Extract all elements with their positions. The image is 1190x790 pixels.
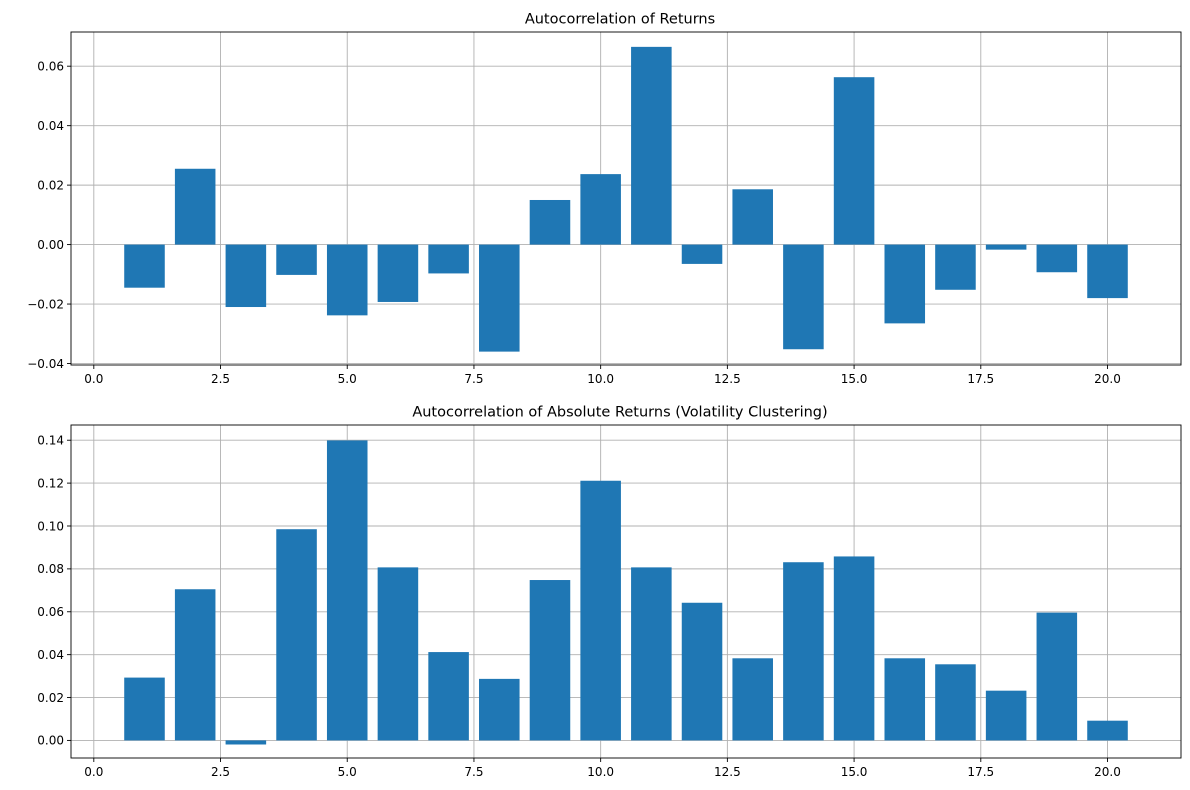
bar-lag-12 xyxy=(681,602,723,741)
bar-lag-14 xyxy=(783,244,824,350)
y-tick-label: −0.02 xyxy=(27,297,64,311)
bar-lag-9 xyxy=(529,580,571,741)
x-tick-label: 2.5 xyxy=(211,765,230,779)
bar-lag-8 xyxy=(479,678,520,741)
bar-lag-16 xyxy=(884,244,926,324)
y-tick-label: 0.10 xyxy=(37,519,64,533)
bar-lag-6 xyxy=(377,567,419,741)
bar-lag-19 xyxy=(1036,612,1078,741)
bar-lag-5 xyxy=(326,244,368,316)
bar-lag-14 xyxy=(783,562,824,741)
y-tick-label: 0.06 xyxy=(37,59,64,73)
bar-lag-11 xyxy=(631,567,672,741)
y-tick-label: 0.02 xyxy=(37,691,64,705)
x-tick-label: 12.5 xyxy=(714,372,741,386)
x-tick-label: 15.0 xyxy=(841,372,868,386)
bar-lag-8 xyxy=(479,244,520,352)
x-tick-label: 0.0 xyxy=(84,372,103,386)
x-tick-label: 0.0 xyxy=(84,765,103,779)
bar-lag-6 xyxy=(377,244,419,302)
bars xyxy=(124,46,1128,352)
y-tick-label: 0.00 xyxy=(37,734,64,748)
bar-lag-15 xyxy=(833,556,875,741)
bar-lag-7 xyxy=(428,244,469,274)
bar-lag-3 xyxy=(225,740,267,745)
bar-lag-7 xyxy=(428,652,469,741)
x-axis-ticks: 0.0 2.5 5.0 7.5 10.0 12.5 15.0 17.5 20.0 xyxy=(84,365,1121,386)
bar-lag-10 xyxy=(580,174,621,245)
bar-lag-20 xyxy=(1087,720,1128,741)
x-tick-label: 12.5 xyxy=(714,765,741,779)
bar-lag-17 xyxy=(935,664,976,741)
bar-lag-1 xyxy=(124,677,165,741)
bar-lag-20 xyxy=(1087,244,1128,299)
chart-title: Autocorrelation of Absolute Returns (Vol… xyxy=(412,405,827,421)
bars xyxy=(124,440,1128,745)
bar-lag-9 xyxy=(529,199,571,245)
x-tick-label: 17.5 xyxy=(967,372,994,386)
x-tick-label: 10.0 xyxy=(587,765,614,779)
bar-lag-13 xyxy=(732,658,773,741)
bar-lag-12 xyxy=(681,244,723,264)
y-tick-label: 0.02 xyxy=(37,178,64,192)
x-tick-label: 2.5 xyxy=(211,372,230,386)
x-tick-label: 7.5 xyxy=(464,372,483,386)
y-tick-label: −0.04 xyxy=(27,357,64,371)
y-tick-label: 0.04 xyxy=(37,648,64,662)
bar-lag-2 xyxy=(174,589,216,741)
y-axis-ticks: −0.04 −0.02 0.00 0.02 0.04 0.06 xyxy=(27,59,71,371)
x-tick-label: 15.0 xyxy=(841,765,868,779)
bar-lag-3 xyxy=(225,244,267,308)
axes-frame xyxy=(70,31,1182,366)
y-axis-ticks: 0.00 0.02 0.04 0.06 0.08 0.10 0.12 0.14 xyxy=(37,434,71,748)
chart-title: Autocorrelation of Returns xyxy=(525,12,715,28)
y-tick-label: 0.08 xyxy=(37,562,64,576)
bar-lag-10 xyxy=(580,480,621,741)
y-tick-label: 0.04 xyxy=(37,119,64,133)
x-tick-label: 7.5 xyxy=(464,765,483,779)
absolute-returns-autocorrelation-chart: Autocorrelation of Absolute Returns (Vol… xyxy=(37,405,1182,779)
x-axis-ticks: 0.0 2.5 5.0 7.5 10.0 12.5 15.0 17.5 20.0 xyxy=(84,758,1121,779)
bar-lag-2 xyxy=(174,168,216,245)
y-tick-label: 0.00 xyxy=(37,238,64,252)
bar-lag-17 xyxy=(935,244,976,290)
bar-lag-19 xyxy=(1036,244,1078,273)
returns-autocorrelation-chart: Autocorrelation of Returns −0.04 −0.02 0.0… xyxy=(27,12,1182,386)
bar-lag-1 xyxy=(124,244,165,288)
x-tick-label: 5.0 xyxy=(338,372,357,386)
bar-lag-18 xyxy=(985,244,1027,250)
bar-lag-16 xyxy=(884,658,926,741)
bar-lag-4 xyxy=(276,244,317,275)
bar-lag-11 xyxy=(631,46,672,245)
bar-lag-5 xyxy=(326,440,368,741)
x-tick-label: 20.0 xyxy=(1094,372,1121,386)
x-tick-label: 17.5 xyxy=(967,765,994,779)
axes-frame xyxy=(70,424,1182,759)
bar-lag-15 xyxy=(833,77,875,245)
bar-lag-13 xyxy=(732,189,773,245)
x-tick-label: 20.0 xyxy=(1094,765,1121,779)
y-tick-label: 0.14 xyxy=(37,434,64,448)
x-tick-label: 5.0 xyxy=(338,765,357,779)
x-tick-label: 10.0 xyxy=(587,372,614,386)
y-tick-label: 0.06 xyxy=(37,605,64,619)
bar-lag-18 xyxy=(985,690,1027,741)
bar-lag-4 xyxy=(276,529,317,741)
y-tick-label: 0.12 xyxy=(37,476,64,490)
